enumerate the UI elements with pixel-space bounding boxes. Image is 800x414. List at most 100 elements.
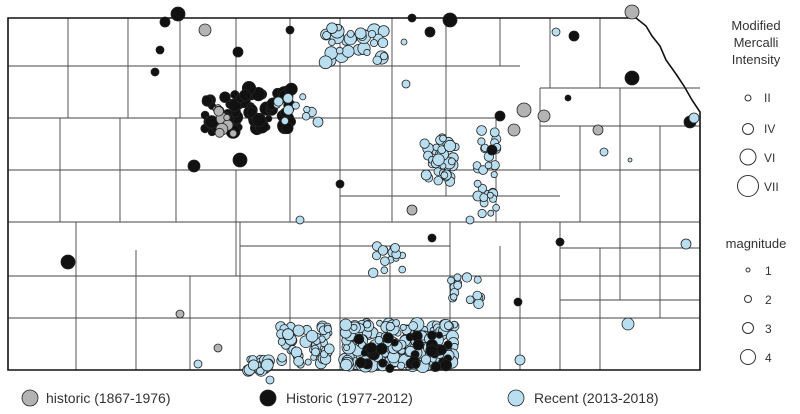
earthquake-point xyxy=(621,317,635,331)
earthquake-point xyxy=(232,152,248,168)
earthquake-point xyxy=(473,275,482,284)
earthquake-point xyxy=(399,323,407,331)
earthquake-point xyxy=(303,105,311,114)
category-legend: historic (1867-1976) Historic (1977-2012… xyxy=(21,389,659,407)
earthquake-point xyxy=(555,237,565,247)
earthquake-point xyxy=(360,349,369,357)
earthquake-point xyxy=(406,204,418,216)
earthquake-point xyxy=(507,123,521,137)
earthquake-point xyxy=(427,330,437,341)
earthquake-point xyxy=(472,290,483,301)
earthquake-point xyxy=(486,191,494,199)
earthquake-point xyxy=(624,70,640,86)
magnitude-4-circle xyxy=(740,349,756,365)
intensity-legend: Modified Mercalli Intensity II IV VI VII xyxy=(731,18,781,197)
earthquake-point xyxy=(435,331,443,339)
earthquake-point xyxy=(450,293,458,301)
earthquake-point xyxy=(688,112,700,124)
earthquake-point xyxy=(292,324,305,337)
earthquake-point xyxy=(599,147,609,157)
earthquake-points xyxy=(60,4,700,385)
earthquake-point xyxy=(447,157,456,166)
earthquake-point xyxy=(354,27,367,40)
intensity-vi-circle xyxy=(739,148,757,166)
earthquake-point xyxy=(175,309,185,319)
earthquake-point xyxy=(377,245,389,256)
earthquake-point xyxy=(424,26,436,38)
earthquake-point xyxy=(318,55,333,70)
earthquake-point xyxy=(346,30,355,38)
earthquake-point xyxy=(239,89,252,102)
earthquake-point xyxy=(282,328,294,341)
earthquake-point xyxy=(492,204,500,212)
earthquake-point xyxy=(328,38,336,46)
earthquake-point xyxy=(219,91,231,103)
magnitude-1-circle xyxy=(745,267,751,273)
intensity-iv-label: IV xyxy=(764,122,775,136)
earthquake-point xyxy=(198,23,212,37)
earthquake-point xyxy=(412,339,424,351)
earthquake-point xyxy=(476,125,487,136)
intensity-ii-circle xyxy=(744,94,752,102)
magnitude-3-circle xyxy=(742,322,754,334)
intensity-iv-circle xyxy=(742,123,754,135)
earthquake-point xyxy=(453,273,462,282)
earthquake-point xyxy=(339,318,352,332)
earthquake-point xyxy=(551,27,561,37)
earthquake-point xyxy=(60,254,76,270)
earthquake-point xyxy=(398,265,407,274)
county-boundaries xyxy=(8,18,700,370)
earthquake-point xyxy=(260,358,274,372)
earthquake-point xyxy=(433,175,443,186)
earthquake-point xyxy=(486,144,498,156)
kansas-outline xyxy=(7,17,701,371)
earthquake-point xyxy=(478,165,488,175)
earthquake-point xyxy=(312,116,324,128)
earthquake-point xyxy=(232,46,244,58)
earthquake-point xyxy=(311,347,320,357)
earthquake-point xyxy=(372,55,382,66)
earthquake-point xyxy=(301,112,311,121)
earthquake-point xyxy=(155,45,165,55)
earthquake-point xyxy=(213,343,223,353)
earthquake-point xyxy=(214,127,225,138)
earthquake-point xyxy=(411,359,421,369)
earthquake-point xyxy=(363,320,372,329)
magnitude-3-label: 3 xyxy=(765,322,772,336)
earthquake-point xyxy=(401,79,411,89)
earthquake-point xyxy=(335,179,345,189)
earthquake-point xyxy=(443,321,453,331)
earthquake-point xyxy=(420,354,431,365)
earthquake-point xyxy=(377,25,390,38)
earthquake-point xyxy=(390,243,400,253)
earthquake-point xyxy=(473,179,482,188)
earthquake-point xyxy=(355,357,367,369)
magnitude-1-label: 1 xyxy=(765,264,772,278)
earthquake-point xyxy=(340,358,353,371)
historic-1977-2012-label: Historic (1977-2012) xyxy=(286,390,413,406)
earthquake-point xyxy=(461,272,473,283)
historic-1977-2012-swatch xyxy=(259,389,277,407)
earthquake-point xyxy=(305,330,319,343)
earthquake-point xyxy=(252,112,267,127)
earthquake-point xyxy=(447,276,455,285)
earthquake-point xyxy=(187,159,201,173)
earthquake-point xyxy=(374,336,384,345)
earthquake-point xyxy=(419,138,430,149)
earthquake-point xyxy=(375,342,388,355)
intensity-vii-circle xyxy=(737,175,759,197)
intensity-vi-label: VI xyxy=(764,151,775,165)
earthquake-point xyxy=(170,6,186,22)
earthquake-point xyxy=(150,67,160,77)
intensity-ii-label: II xyxy=(764,91,771,105)
earthquake-point xyxy=(477,137,486,146)
earthquake-point xyxy=(382,332,394,344)
earthquake-point xyxy=(299,93,307,101)
earthquake-point xyxy=(295,215,305,225)
earthquake-point xyxy=(439,134,447,143)
earthquake-point xyxy=(427,233,437,243)
earthquake-point xyxy=(473,298,484,310)
recent-2013-2018-swatch xyxy=(507,389,525,407)
magnitude-2-label: 2 xyxy=(765,293,772,307)
earthquake-point xyxy=(484,161,493,170)
